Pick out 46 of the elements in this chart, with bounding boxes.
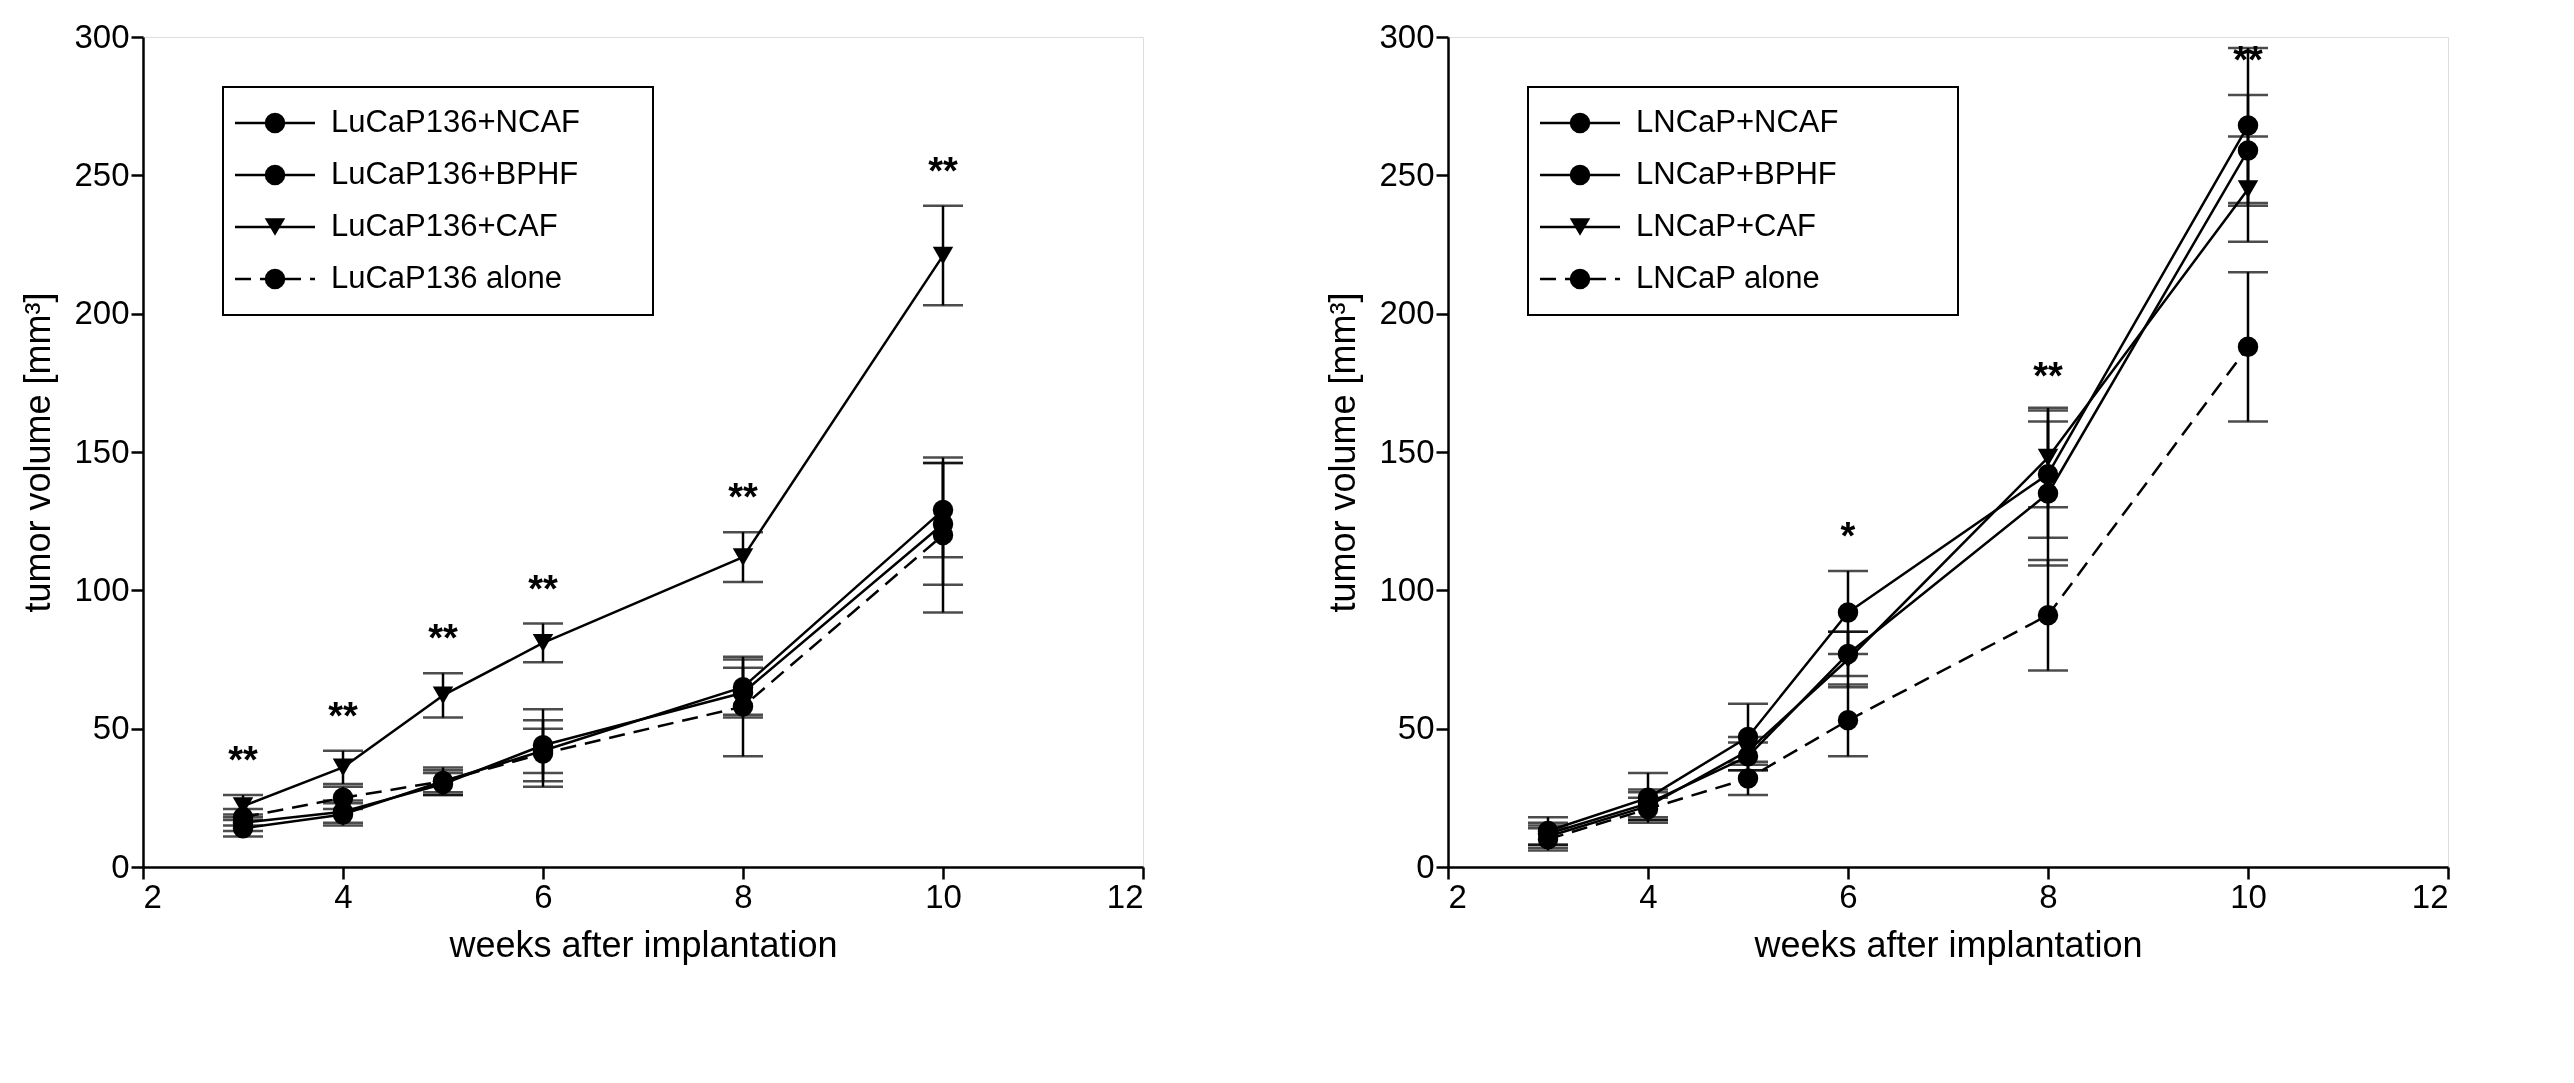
y-tick-label: 200: [74, 294, 130, 332]
x-tick-label: 8: [734, 877, 753, 915]
legend-label: LuCaP136 alone: [331, 260, 562, 295]
x-axis-title: weeks after implantation: [1753, 923, 2143, 965]
legend-label: LuCaP136+CAF: [331, 208, 558, 243]
x-tick-label: 2: [1448, 877, 1467, 915]
legend-label: LNCaP+BPHF: [1636, 156, 1837, 191]
y-tick-label: 50: [92, 709, 130, 747]
legend-label: LNCaP alone: [1636, 260, 1820, 295]
y-tick-label: 250: [74, 155, 130, 193]
y-tick-label: 150: [74, 432, 130, 470]
annotation: *: [1840, 514, 1856, 557]
legend-label: LNCaP+NCAF: [1636, 104, 1839, 139]
legend-label: LuCaP136+NCAF: [331, 104, 580, 139]
annotation: **: [728, 476, 758, 519]
y-axis-title: tumor volume [mm³]: [1322, 292, 1364, 613]
x-tick-label: 2: [143, 877, 162, 915]
annotation: **: [528, 567, 558, 610]
y-tick-label: 300: [1379, 17, 1435, 55]
x-tick-label: 12: [1106, 877, 1144, 915]
x-tick-label: 4: [334, 877, 353, 915]
y-axis-title: tumor volume [mm³]: [17, 292, 59, 613]
x-tick-label: 8: [2039, 877, 2058, 915]
annotation: **: [928, 149, 958, 192]
y-tick-label: 300: [74, 17, 130, 55]
legend-label: LNCaP+CAF: [1636, 208, 1817, 243]
y-tick-label: 50: [1397, 709, 1435, 747]
x-axis-title: weeks after implantation: [448, 923, 838, 965]
y-tick-label: 100: [74, 570, 130, 608]
annotation: **: [328, 694, 358, 737]
y-tick-label: 0: [111, 847, 130, 885]
y-tick-label: 0: [1416, 847, 1435, 885]
x-tick-label: 12: [2411, 877, 2449, 915]
y-tick-label: 250: [1379, 155, 1435, 193]
annotation: **: [228, 739, 258, 782]
x-tick-label: 4: [1639, 877, 1658, 915]
y-tick-label: 150: [1379, 432, 1435, 470]
x-tick-label: 6: [534, 877, 553, 915]
y-tick-label: 200: [1379, 294, 1435, 332]
legend-label: LuCaP136+BPHF: [331, 156, 579, 191]
annotation: **: [2033, 354, 2063, 397]
x-tick-label: 10: [925, 877, 962, 915]
y-tick-label: 100: [1379, 570, 1435, 608]
annotation: **: [428, 617, 458, 660]
x-tick-label: 6: [1839, 877, 1858, 915]
x-tick-label: 10: [2230, 877, 2267, 915]
